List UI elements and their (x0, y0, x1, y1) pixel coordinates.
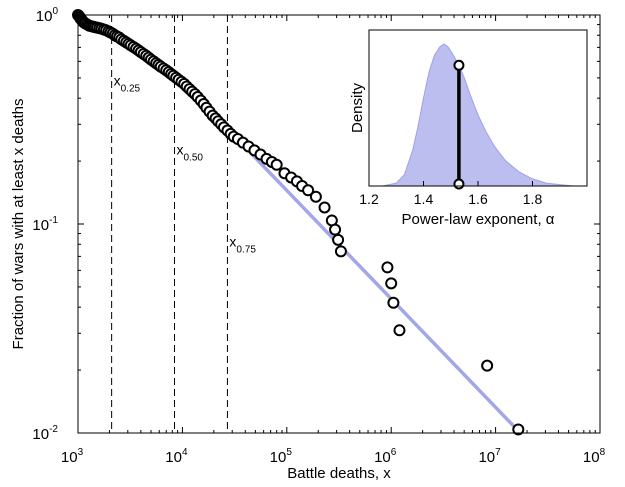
quantile-label-sub-2: 0.75 (236, 245, 256, 256)
data-points (72, 9, 525, 436)
data-point-74 (270, 158, 283, 171)
y-tick-label-base-0: 10 (32, 426, 49, 443)
x-tick-label-base-5: 10 (583, 449, 600, 466)
x-tick-label-exp-5: 8 (600, 447, 606, 458)
x-axis-label: Battle deaths, x (287, 465, 391, 482)
inset-y-axis-label: Density (349, 82, 366, 133)
alpha-marker-bottom (453, 178, 465, 190)
x-tick-label-base-3: 10 (374, 449, 391, 466)
inset-x-tick-label-2: 1.6 (468, 191, 488, 207)
data-point-85 (334, 245, 347, 258)
data-point-79 (302, 184, 315, 197)
quantile-label-sub-1: 0.50 (183, 153, 203, 164)
x-tick-label-exp-1: 4 (182, 447, 188, 458)
quantile-label-0: x0.25 (114, 72, 141, 94)
x-tick-label-1: 104 (165, 447, 188, 466)
x-tick-label-exp-3: 6 (391, 447, 397, 458)
inset-x-axis-label: Power-law exponent, α (402, 211, 555, 228)
y-tick-label-2: 100 (36, 6, 59, 25)
x-tick-label-exp-4: 7 (495, 447, 501, 458)
y-tick-label-exp-0: -2 (49, 424, 58, 435)
x-tick-label-4: 107 (478, 447, 501, 466)
data-point-87 (385, 277, 398, 290)
x-tick-label-base-1: 10 (165, 449, 182, 466)
x-tick-label-exp-2: 5 (286, 447, 292, 458)
inset-x-tick-label-1: 1.4 (414, 191, 434, 207)
alpha-marker-top (453, 59, 465, 71)
inset-axis-ticks: 1.2 1.4 1.6 1.8 (359, 181, 542, 207)
x-tick-label-2: 105 (270, 447, 293, 466)
y-tick-label-exp-2: 0 (52, 6, 58, 17)
x-tick-label-5: 108 (583, 447, 606, 466)
data-point-86 (381, 261, 394, 274)
x-tick-label-0: 103 (61, 447, 84, 466)
inset-plot: 1.2 1.4 1.6 1.8 Power-law exponent, α Densi… (349, 29, 588, 228)
y-tick-label-base-2: 10 (36, 8, 53, 25)
x-tick-label-exp-0: 3 (78, 447, 84, 458)
data-point-80 (309, 190, 322, 203)
data-point-84 (332, 233, 345, 246)
quantile-label-1: x0.50 (176, 142, 203, 164)
data-point-91 (512, 423, 525, 436)
quantile-label-base-0: x (114, 72, 121, 88)
y-tick-label-exp-1: -1 (49, 215, 58, 226)
x-tick-label-base-0: 10 (61, 449, 78, 466)
x-tick-label-3: 106 (374, 447, 397, 466)
y-tick-label-1: 10-1 (32, 215, 58, 234)
y-tick-label-base-1: 10 (32, 217, 49, 234)
data-point-89 (393, 324, 406, 337)
data-point-81 (318, 201, 331, 214)
inset-x-tick-label-3: 1.8 (523, 191, 543, 207)
data-point-83 (329, 223, 342, 236)
quantile-label-base-2: x (229, 234, 236, 250)
x-tick-label-base-4: 10 (478, 449, 495, 466)
y-tick-label-0: 10-2 (32, 424, 58, 443)
y-axis-label: Fraction of wars with at least x deaths (10, 99, 27, 350)
inset-x-tick-label-0: 1.2 (359, 191, 379, 207)
quantile-label-2: x0.75 (229, 234, 256, 256)
data-point-90 (481, 359, 494, 372)
quantile-label-sub-0: 0.25 (121, 83, 141, 94)
quantile-label-base-1: x (176, 142, 183, 158)
data-point-88 (387, 296, 400, 309)
x-tick-label-base-2: 10 (270, 449, 287, 466)
